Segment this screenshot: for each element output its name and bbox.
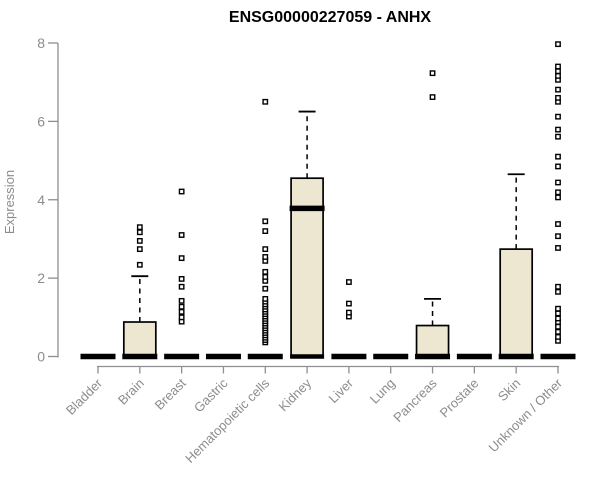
x-axis-category-label: Lung	[367, 376, 398, 407]
outlier-point	[555, 283, 561, 290]
boxplot-group	[540, 41, 576, 360]
outlier-point	[555, 233, 561, 240]
x-axis-category-label: Prostate	[437, 376, 482, 421]
outlier-point	[555, 288, 561, 295]
outlier-point	[178, 188, 185, 195]
outlier-point	[178, 314, 185, 321]
boxplot-group	[247, 98, 283, 360]
outlier-point	[178, 232, 185, 238]
x-axis-category-label: Breast	[152, 375, 189, 412]
outlier-point	[555, 179, 561, 186]
x-axis-category-label: Liver	[325, 375, 356, 406]
outlier-point	[555, 41, 561, 48]
outlier-point	[178, 283, 185, 290]
outlier-point	[429, 70, 436, 77]
outlier-point	[262, 285, 269, 292]
y-axis-title: Expression	[2, 170, 17, 234]
outlier-point	[555, 126, 561, 133]
box-iqr	[290, 177, 324, 358]
boxplot-group	[498, 173, 534, 360]
boxplot-group	[122, 224, 158, 360]
boxplot-group	[289, 110, 325, 359]
box-iqr	[122, 321, 157, 358]
outlier-point	[555, 153, 561, 160]
outlier-point	[555, 86, 561, 93]
x-axis-category-label: Brain	[115, 376, 147, 408]
outlier-point	[262, 254, 269, 260]
outlier-point	[178, 297, 185, 304]
x-axis-category-label: Kidney	[275, 375, 314, 414]
outlier-point	[555, 328, 561, 335]
outlier-point	[555, 94, 561, 101]
outlier-point	[555, 315, 561, 322]
outlier-point	[555, 73, 561, 79]
boxplot-group	[331, 279, 367, 360]
outlier-point	[178, 276, 185, 282]
outlier-point	[555, 310, 561, 317]
y-axis-tick-label: 2	[37, 270, 45, 286]
outlier-point	[555, 245, 561, 251]
outlier-point	[346, 300, 352, 307]
outlier-point	[429, 94, 436, 100]
outlier-point	[262, 295, 269, 302]
outlier-point	[555, 163, 561, 170]
y-axis-tick-label: 4	[37, 192, 45, 208]
outlier-point	[136, 261, 143, 268]
outlier-point	[262, 98, 269, 105]
box-iqr	[415, 324, 450, 358]
outlier-point	[555, 221, 561, 227]
x-axis-category-label: Gastric	[191, 375, 231, 415]
outlier-point	[136, 237, 143, 244]
y-axis-tick-label: 6	[37, 113, 45, 129]
outlier-point	[136, 246, 143, 253]
outlier-point	[555, 133, 561, 140]
outlier-point	[555, 68, 561, 75]
outlier-point	[555, 194, 561, 201]
outlier-point	[555, 113, 561, 120]
outlier-point	[346, 279, 352, 285]
outlier-point	[136, 224, 143, 231]
outlier-point	[262, 246, 269, 253]
outlier-point	[555, 334, 561, 340]
outlier-point	[262, 268, 269, 275]
outlier-point	[555, 63, 561, 70]
x-axis-category-label: Bladder	[63, 375, 106, 418]
boxplot-group	[164, 188, 200, 360]
outlier-point	[136, 229, 143, 236]
x-axis-category-label: Skin	[495, 376, 523, 404]
boxplot-group	[415, 70, 451, 360]
y-axis-tick-label: 8	[37, 35, 45, 51]
outlier-point	[346, 309, 352, 316]
outlier-point	[555, 323, 561, 330]
x-axis-category-label: Unknown / Other	[486, 375, 566, 455]
x-axis-category-label: Pancreas	[390, 375, 440, 425]
outlier-point	[555, 189, 561, 196]
outlier-point	[555, 305, 561, 312]
chart-title: ENSG00000227059 - ANHX	[229, 9, 432, 26]
outlier-point	[262, 274, 269, 280]
outlier-point	[178, 255, 185, 262]
outlier-point	[262, 228, 269, 234]
outlier-point	[178, 303, 185, 310]
outlier-point	[178, 308, 185, 315]
outlier-point	[262, 218, 269, 225]
box-iqr	[499, 248, 534, 358]
y-axis-tick-label: 0	[37, 349, 45, 365]
